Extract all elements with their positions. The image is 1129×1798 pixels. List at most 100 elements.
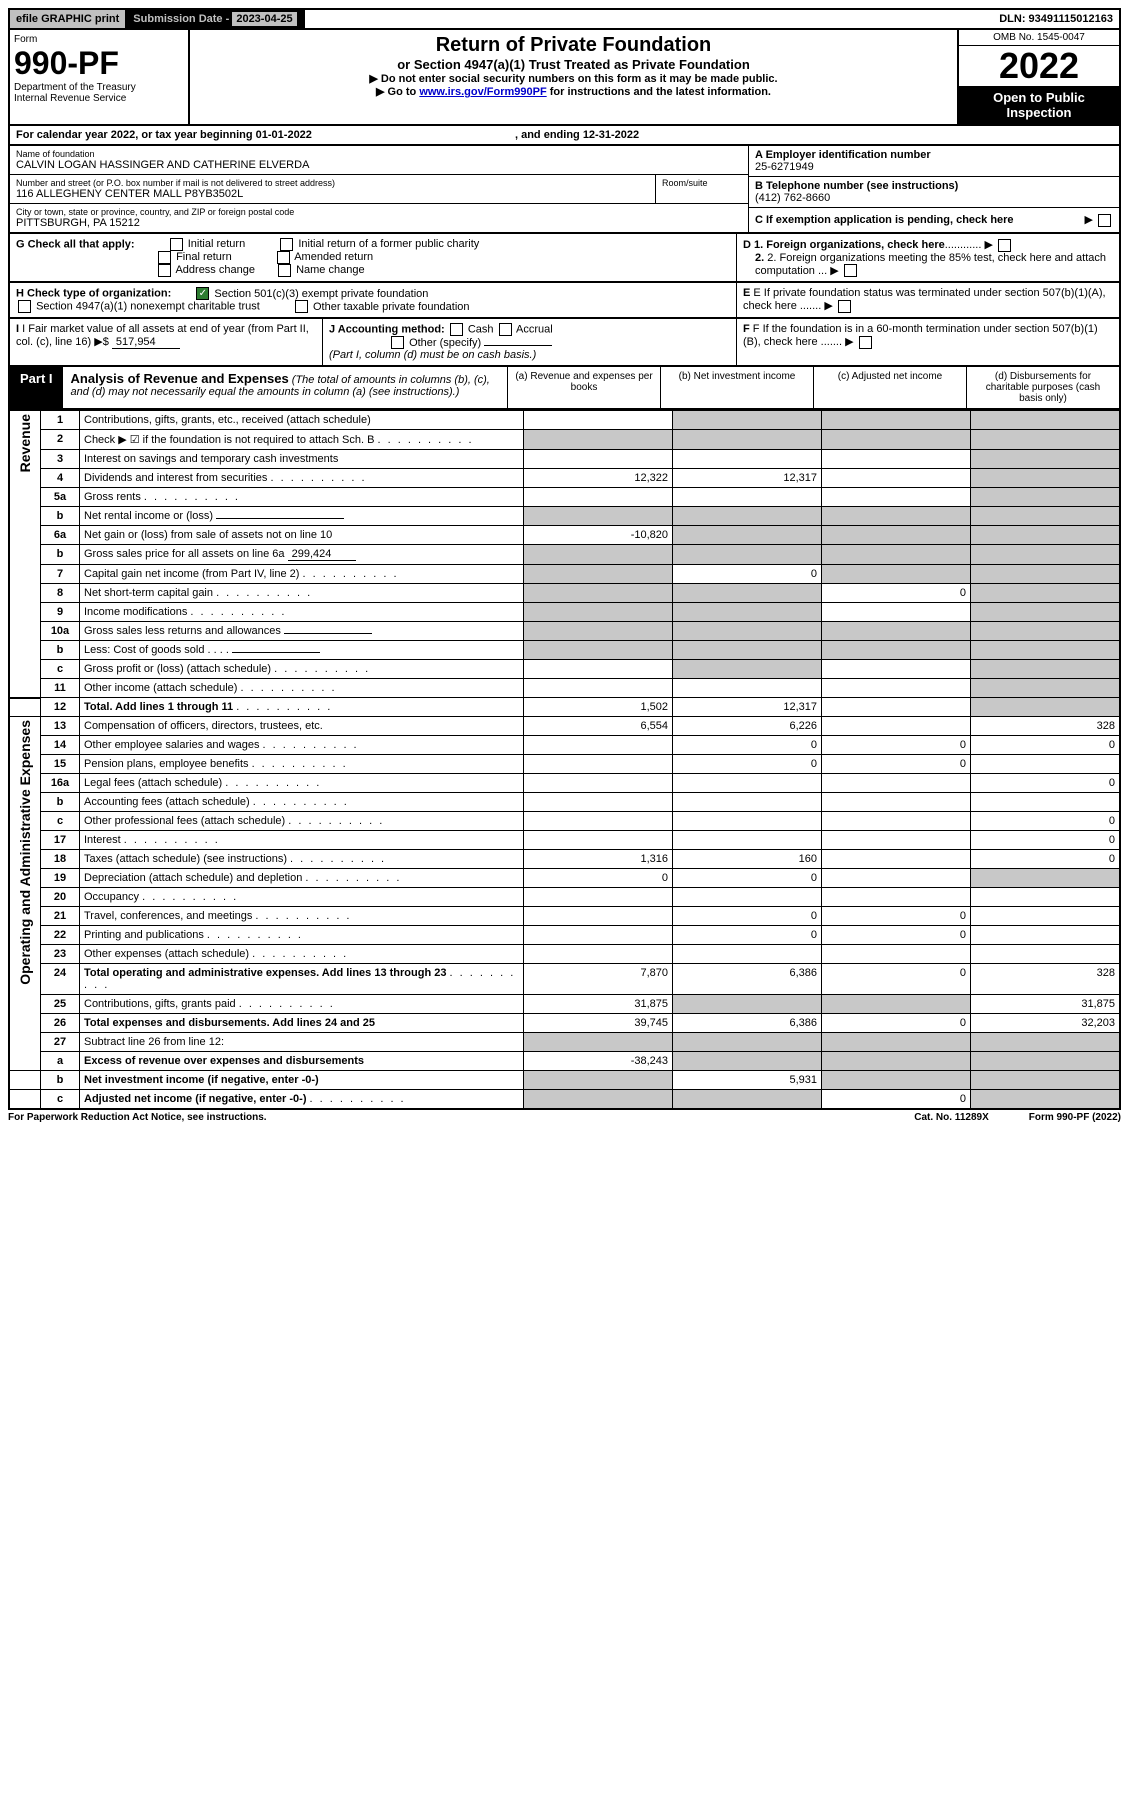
part-1-table: Revenue 1Contributions, gifts, grants, e… bbox=[8, 410, 1121, 1110]
dln: DLN: 93491115012163 bbox=[993, 10, 1119, 28]
d1-checkbox[interactable] bbox=[998, 239, 1011, 252]
fmv-value: 517,954 bbox=[112, 336, 180, 349]
phone: (412) 762-8660 bbox=[755, 192, 1113, 204]
line-13: Compensation of officers, directors, tru… bbox=[80, 717, 524, 736]
col-b-header: (b) Net investment income bbox=[660, 367, 813, 408]
ein: 25-6271949 bbox=[755, 161, 1113, 173]
form-note-1: ▶ Do not enter social security numbers o… bbox=[198, 72, 949, 85]
line-23: Other expenses (attach schedule) bbox=[84, 948, 249, 960]
line-7: Capital gain net income (from Part IV, l… bbox=[84, 568, 299, 580]
cat-no: Cat. No. 11289X bbox=[914, 1112, 988, 1123]
j-label: J Accounting method: bbox=[329, 324, 445, 336]
line-4: Dividends and interest from securities bbox=[84, 472, 267, 484]
open-public: Open to Public Inspection bbox=[959, 86, 1119, 124]
line-17: Interest bbox=[84, 834, 121, 846]
line-27c: Adjusted net income (if negative, enter … bbox=[84, 1093, 306, 1105]
initial-former-checkbox[interactable] bbox=[280, 238, 293, 251]
line-10a: Gross sales less returns and allowances bbox=[84, 625, 281, 637]
part-1-header: Part I Analysis of Revenue and Expenses … bbox=[8, 367, 1121, 410]
line-10c: Gross profit or (loss) (attach schedule) bbox=[84, 663, 271, 675]
part-label: Part I bbox=[10, 367, 63, 408]
line-12: Total. Add lines 1 through 11 bbox=[84, 701, 233, 713]
exemption-checkbox[interactable] bbox=[1098, 214, 1111, 227]
line-1: Contributions, gifts, grants, etc., rece… bbox=[80, 411, 524, 430]
line-15: Pension plans, employee benefits bbox=[84, 758, 249, 770]
omb-number: OMB No. 1545-0047 bbox=[959, 30, 1119, 46]
line-22: Printing and publications bbox=[84, 929, 204, 941]
line-9: Income modifications bbox=[84, 606, 187, 618]
4947-checkbox[interactable] bbox=[18, 300, 31, 313]
section-g-d: G Check all that apply: Initial return I… bbox=[8, 234, 1121, 283]
line-20: Occupancy bbox=[84, 891, 139, 903]
top-bar: efile GRAPHIC print Submission Date - 20… bbox=[8, 8, 1121, 30]
line-27: Subtract line 26 from line 12: bbox=[80, 1033, 524, 1052]
line-18: Taxes (attach schedule) (see instruction… bbox=[84, 853, 287, 865]
address-change-checkbox[interactable] bbox=[158, 264, 171, 277]
line-10b: Less: Cost of goods sold bbox=[84, 644, 204, 656]
501c3-checkbox[interactable] bbox=[196, 287, 209, 300]
initial-return-checkbox[interactable] bbox=[170, 238, 183, 251]
calendar-year-row: For calendar year 2022, or tax year begi… bbox=[8, 126, 1121, 146]
paperwork-notice: For Paperwork Reduction Act Notice, see … bbox=[8, 1112, 267, 1123]
line-25: Contributions, gifts, grants paid bbox=[84, 998, 236, 1010]
section-ijf: I I Fair market value of all assets at e… bbox=[8, 319, 1121, 367]
f-label: F If the foundation is in a 60-month ter… bbox=[743, 323, 1098, 348]
form-ref: Form 990-PF (2022) bbox=[1029, 1112, 1121, 1123]
form-note-2: ▶ Go to www.irs.gov/Form990PF for instru… bbox=[198, 85, 949, 98]
other-method-checkbox[interactable] bbox=[391, 336, 404, 349]
d1-label: D 1. Foreign organizations, check here bbox=[743, 239, 945, 251]
form-number: 990-PF bbox=[14, 45, 184, 82]
efile-label: efile GRAPHIC print bbox=[10, 10, 127, 28]
entity-info: Name of foundation CALVIN LOGAN HASSINGE… bbox=[8, 146, 1121, 234]
col-c-header: (c) Adjusted net income bbox=[813, 367, 966, 408]
line-21: Travel, conferences, and meetings bbox=[84, 910, 252, 922]
line-5b: Net rental income or (loss) bbox=[84, 510, 213, 522]
line-24: Total operating and administrative expen… bbox=[84, 967, 446, 979]
f-checkbox[interactable] bbox=[859, 336, 872, 349]
expenses-side-label: Operating and Administrative Expenses bbox=[17, 720, 33, 985]
amended-return-checkbox[interactable] bbox=[277, 251, 290, 264]
e-label: E If private foundation status was termi… bbox=[743, 287, 1106, 312]
cash-checkbox[interactable] bbox=[450, 323, 463, 336]
accrual-checkbox[interactable] bbox=[499, 323, 512, 336]
exemption-pending-label: C If exemption application is pending, c… bbox=[755, 214, 1014, 226]
h-label: H Check type of organization: bbox=[16, 288, 171, 300]
j-note: (Part I, column (d) must be on cash basi… bbox=[329, 349, 536, 361]
room-label: Room/suite bbox=[662, 178, 742, 188]
part-title: Analysis of Revenue and Expenses bbox=[71, 371, 289, 386]
foundation-name: CALVIN LOGAN HASSINGER AND CATHERINE ELV… bbox=[16, 159, 742, 171]
line-27b: Net investment income (if negative, ente… bbox=[84, 1074, 319, 1086]
line-8: Net short-term capital gain bbox=[84, 587, 213, 599]
line-19: Depreciation (attach schedule) and deple… bbox=[84, 872, 302, 884]
form-header: Form 990-PF Department of the Treasury I… bbox=[8, 30, 1121, 126]
footer: For Paperwork Reduction Act Notice, see … bbox=[8, 1110, 1121, 1123]
line-5a: Gross rents bbox=[84, 491, 141, 503]
ein-label: A Employer identification number bbox=[755, 149, 1113, 161]
phone-label: B Telephone number (see instructions) bbox=[755, 180, 1113, 192]
address: 116 ALLEGHENY CENTER MALL P8YB3502L bbox=[16, 188, 649, 200]
line-16a: Legal fees (attach schedule) bbox=[84, 777, 222, 789]
line-14: Other employee salaries and wages bbox=[84, 739, 259, 751]
line-6b: Gross sales price for all assets on line… bbox=[84, 548, 285, 560]
address-label: Number and street (or P.O. box number if… bbox=[16, 178, 649, 188]
col-d-header: (d) Disbursements for charitable purpose… bbox=[966, 367, 1119, 408]
form-title: Return of Private Foundation bbox=[198, 34, 949, 57]
name-change-checkbox[interactable] bbox=[278, 264, 291, 277]
col-a-header: (a) Revenue and expenses per books bbox=[507, 367, 660, 408]
submission-date-label: Submission Date - 2023-04-25 bbox=[127, 10, 304, 28]
e-checkbox[interactable] bbox=[838, 300, 851, 313]
line-27a: Excess of revenue over expenses and disb… bbox=[84, 1055, 364, 1067]
d2-label: 2. Foreign organizations meeting the 85%… bbox=[755, 252, 1106, 277]
line-3: Interest on savings and temporary cash i… bbox=[80, 450, 524, 469]
line-6a: Net gain or (loss) from sale of assets n… bbox=[80, 526, 524, 545]
final-return-checkbox[interactable] bbox=[158, 251, 171, 264]
form-label: Form bbox=[14, 34, 184, 45]
line-26: Total expenses and disbursements. Add li… bbox=[84, 1017, 375, 1029]
d2-checkbox[interactable] bbox=[844, 264, 857, 277]
tax-year: 2022 bbox=[959, 46, 1119, 86]
irs-link[interactable]: www.irs.gov/Form990PF bbox=[419, 86, 546, 98]
section-h-e: H Check type of organization: Section 50… bbox=[8, 283, 1121, 319]
line-16b: Accounting fees (attach schedule) bbox=[84, 796, 250, 808]
other-taxable-checkbox[interactable] bbox=[295, 300, 308, 313]
city-label: City or town, state or province, country… bbox=[16, 207, 742, 217]
